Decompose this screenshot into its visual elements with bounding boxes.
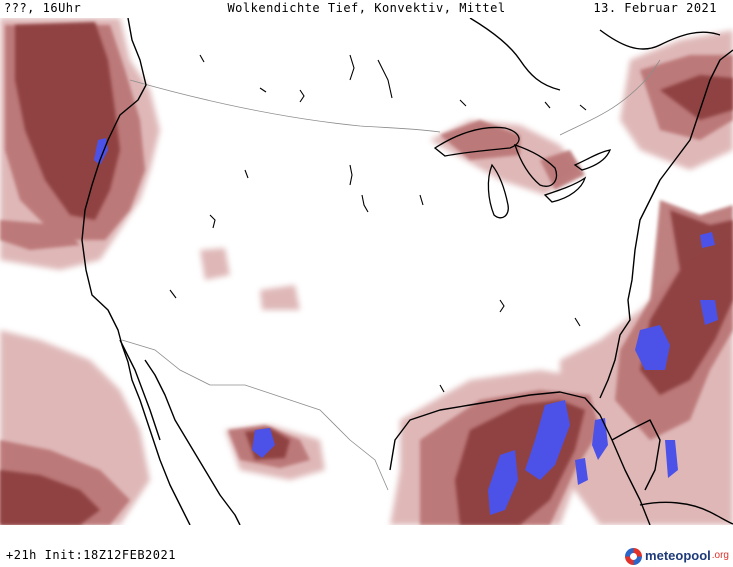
weather-map [0, 18, 733, 525]
inland-water [169, 54, 587, 393]
location-time-label: ???, 16Uhr [4, 1, 82, 15]
logo-brand-text: meteopool [645, 548, 711, 563]
political-borders [121, 59, 661, 491]
great-lakes [433, 126, 612, 219]
header-bar: ???, 16Uhr Wolkendichte Tief, Konvektiv,… [0, 0, 733, 18]
cloud-density-map [0, 18, 733, 525]
map-title: Wolkendichte Tief, Konvektiv, Mittel [227, 1, 506, 15]
coastlines [81, 18, 733, 525]
convective-cells [94, 138, 718, 515]
logo-tld-text: .org [711, 550, 729, 561]
model-run-label: +21h Init:18Z12FEB2021 [6, 548, 176, 562]
forecast-date: 13. Februar 2021 [593, 1, 717, 15]
footer-bar: +21h Init:18Z12FEB2021 meteopool .org [0, 540, 733, 566]
meteopool-logo-icon [625, 547, 643, 565]
meteopool-logo[interactable]: meteopool .org [625, 546, 729, 566]
